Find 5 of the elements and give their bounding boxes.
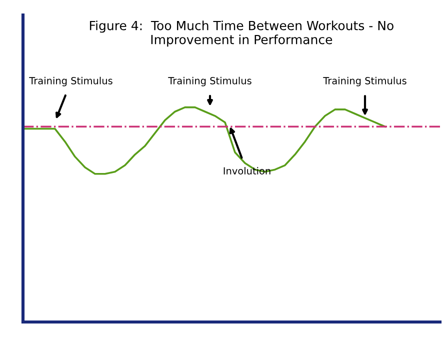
annotation: Involution [224, 167, 270, 175]
text: Training Stimulus [29, 76, 112, 86]
text: Training Stimulus [323, 76, 406, 86]
text: Training Stimulus [168, 76, 252, 86]
chart-title: Figure 4: Too Much Time Between Workouts - No Improvement in Performance [90, 20, 394, 47]
